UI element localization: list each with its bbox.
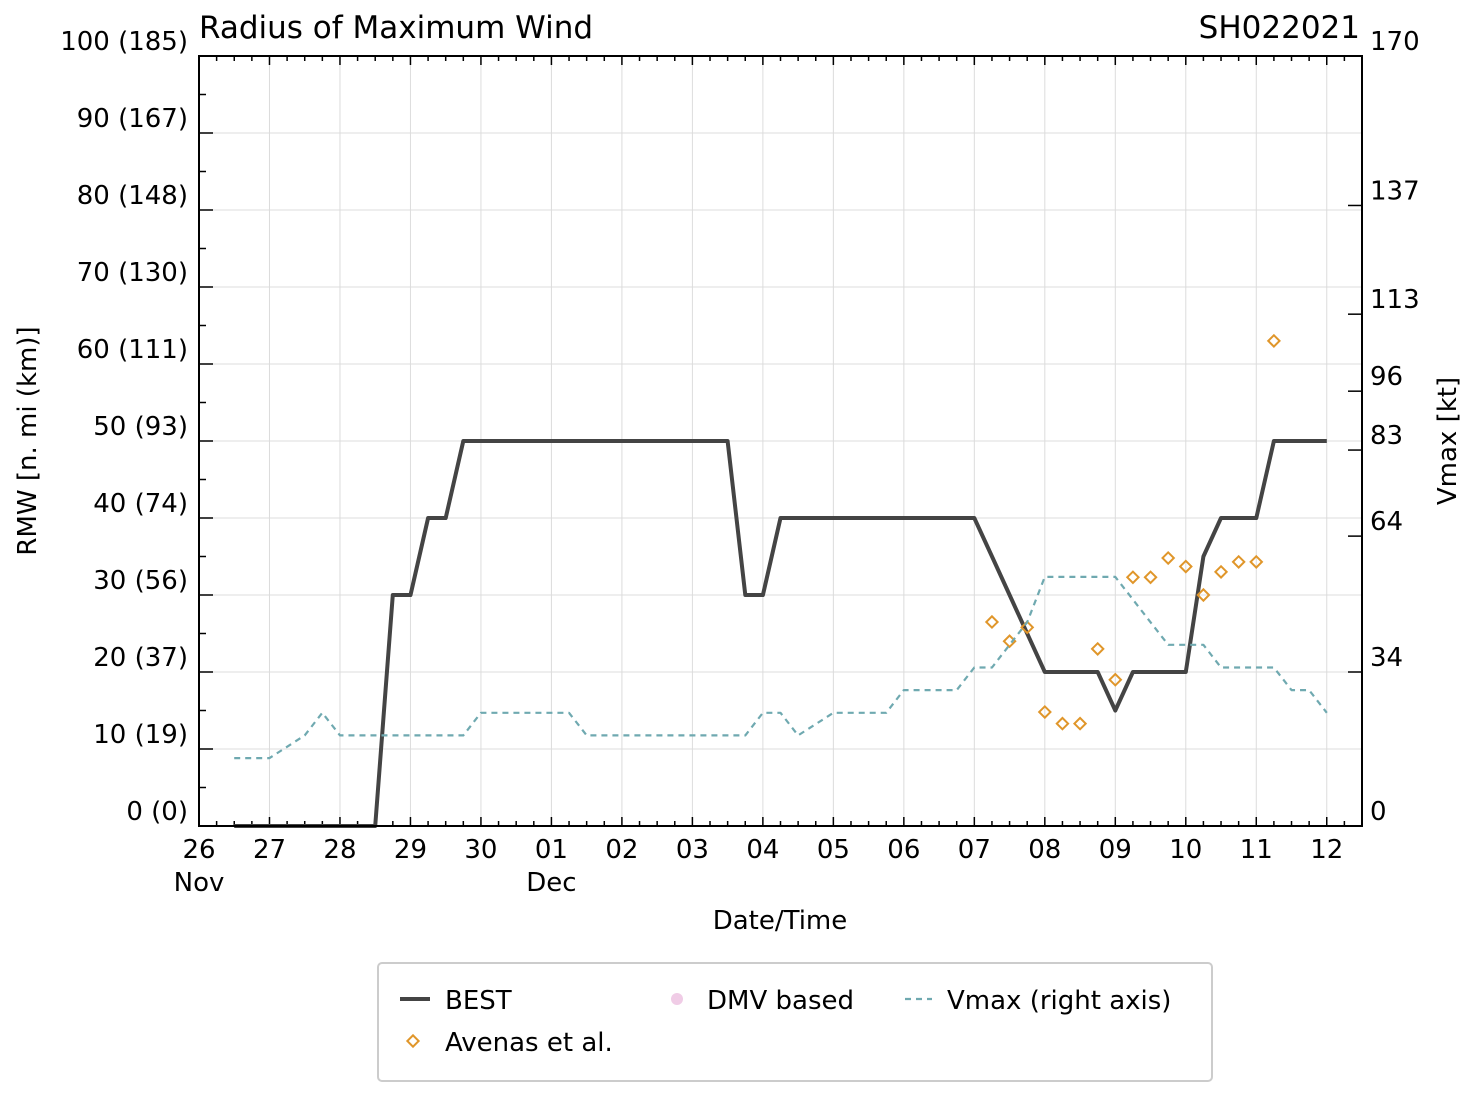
series-layer [234,333,1328,828]
y-tick-label: 100 (185) [60,27,188,57]
avenas-marker [1196,587,1211,603]
y-axis-title: RMW [n. mi (km)] [13,326,43,555]
y-tick-label: 0 (0) [126,797,188,827]
legend-dmv-label: DMV based [707,986,854,1016]
grid-layer [198,55,1362,827]
y-tick-label: 70 (130) [77,258,188,288]
x-tick-label: 06 [887,835,920,865]
x-tick-sublabel: Nov [174,868,225,898]
avenas-marker [1090,641,1105,656]
y2-tick-label: 137 [1370,176,1420,206]
y-tick-label: 50 (93) [93,412,188,442]
x-tick-label: 03 [676,835,709,865]
avenas-marker [1213,564,1229,579]
plot-frame [198,55,1363,827]
y-tick-label: 80 (148) [77,181,188,211]
avenas-marker [984,614,1000,630]
x-tick-label: 05 [817,835,850,865]
y-tick-label: 90 (167) [77,104,188,134]
avenas-marker [1249,554,1264,569]
y2-tick-label: 113 [1370,285,1420,315]
best-track-line [234,439,1327,828]
y2-tick-label: 83 [1370,421,1403,451]
legend-avenas-swatch [405,1033,421,1049]
x-tick-label: 09 [1099,835,1132,865]
avenas-marker [1266,333,1281,348]
avenas-marker [1178,559,1193,574]
y2-tick-label: 0 [1370,797,1387,827]
y2-axis-title: Vmax [kt] [1433,377,1463,505]
avenas-marker [1143,570,1158,585]
legend-box [377,962,1213,1082]
avenas-marker [1037,704,1052,720]
y-tick-label: 10 (19) [93,720,188,750]
x-tick-label: 07 [958,835,991,865]
y-tick-label: 20 (37) [93,643,188,673]
x-tick-sublabel: Dec [526,868,576,898]
y-tick-label: 40 (74) [93,489,188,519]
avenas-marker [1055,716,1070,731]
vmax-line [234,575,1328,760]
y2-tick-label: 170 [1370,27,1420,57]
y-tick-label: 60 (111) [77,335,188,365]
legend-avenas-label: Avenas et al. [445,1028,613,1058]
storm-id: SH022021 [1199,10,1360,46]
x-axis-title: Date/Time [713,906,848,936]
x-tick-label: 08 [1028,835,1061,865]
x-tick-label: 27 [253,835,286,865]
y2-tick-label: 96 [1370,362,1403,392]
x-tick-label: 01 [535,835,568,865]
legend: BEST Avenas et al. DMV based Vmax (right… [377,962,1213,1082]
avenas-marker [1231,554,1246,569]
chart-title: Radius of Maximum Wind [199,10,593,46]
legend-dmv-swatch [671,993,683,1005]
x-tick-label: 10 [1169,835,1202,865]
x-tick-label: 02 [605,835,638,865]
x-tick-label: 28 [323,835,356,865]
legend-best-label: BEST [445,986,512,1016]
x-tick-label: 30 [464,835,497,865]
avenas-marker [1125,570,1140,585]
x-tick-label: 04 [746,835,779,865]
x-tick-label: 12 [1310,835,1343,865]
x-tick-label: 29 [394,835,427,865]
x-tick-label: 11 [1240,835,1273,865]
y-tick-label: 30 (56) [93,566,188,596]
avenas-marker [1002,634,1017,649]
avenas-marker [1072,716,1088,731]
x-tick-label: 26 [182,835,215,865]
y2-tick-label: 34 [1370,643,1403,673]
avenas-marker [1108,672,1123,687]
legend-vmax-label: Vmax (right axis) [947,986,1171,1016]
y2-tick-label: 64 [1370,507,1403,537]
avenas-marker [1161,550,1176,566]
